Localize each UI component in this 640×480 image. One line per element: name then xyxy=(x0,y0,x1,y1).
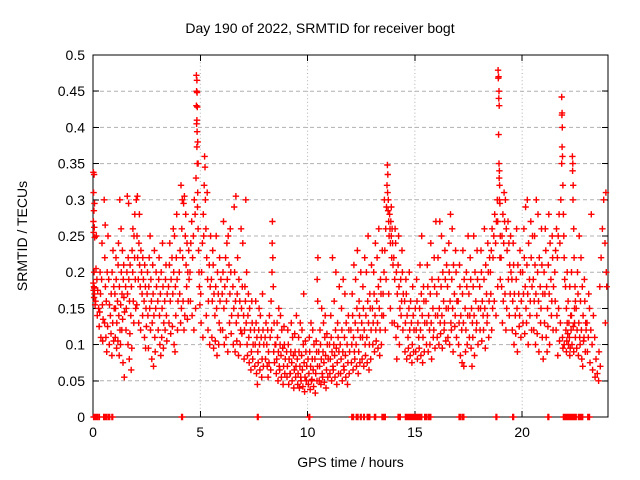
y-tick-label: 0.2 xyxy=(66,264,86,280)
y-tick-label: 0 xyxy=(77,409,85,425)
y-tick-label: 0.15 xyxy=(58,300,85,316)
chart-title: Day 190 of 2022, SRMTID for receiver bog… xyxy=(185,20,455,36)
x-tick-labels: 0 5 10 15 20 xyxy=(89,424,530,440)
y-tick-label: 0.1 xyxy=(66,337,86,353)
y-axis-label: SRMTID / TECUs xyxy=(14,180,30,292)
x-axis-label: GPS time / hours xyxy=(297,454,404,470)
y-tick-label: 0.5 xyxy=(66,47,86,63)
data-points xyxy=(90,67,610,421)
y-tick-label: 0.4 xyxy=(66,119,86,135)
x-tick-label: 0 xyxy=(89,424,97,440)
x-tick-label: 15 xyxy=(407,424,423,440)
x-tick-label: 10 xyxy=(300,424,316,440)
y-tick-label: 0.3 xyxy=(66,192,86,208)
y-tick-labels: 0 0.05 0.1 0.15 0.2 0.25 0.3 0.35 0.4 0.45 0.5 xyxy=(58,47,85,425)
y-tick-label: 0.25 xyxy=(58,228,85,244)
y-tick-label: 0.45 xyxy=(58,83,85,99)
y-tick-label: 0.05 xyxy=(58,373,85,389)
x-tick-label: 5 xyxy=(196,424,204,440)
y-tick-label: 0.35 xyxy=(58,156,85,172)
x-tick-label: 20 xyxy=(514,424,530,440)
